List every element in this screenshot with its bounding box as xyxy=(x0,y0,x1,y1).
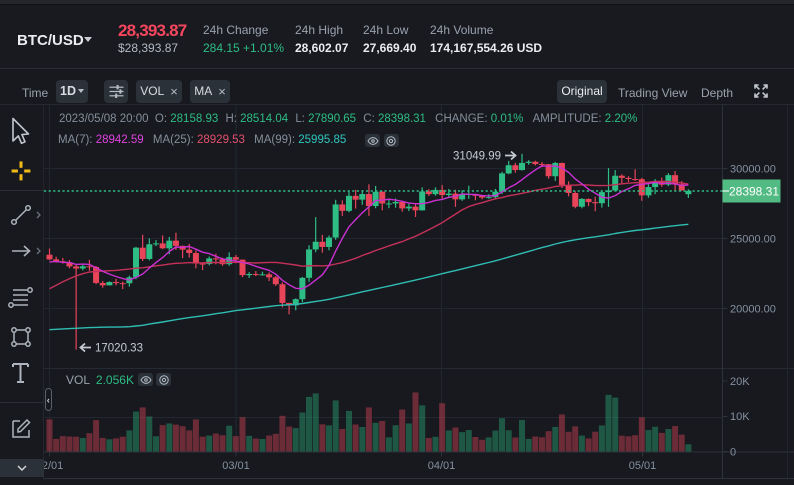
svg-text:30000.00: 30000.00 xyxy=(730,164,776,176)
svg-text:17020.33: 17020.33 xyxy=(95,343,143,355)
svg-text:28398.31: 28398.31 xyxy=(729,185,779,199)
svg-text:0: 0 xyxy=(730,447,736,459)
svg-text:05/01: 05/01 xyxy=(629,460,657,472)
svg-text:10K: 10K xyxy=(730,411,750,423)
svg-text:25000.00: 25000.00 xyxy=(730,234,776,246)
svg-text:31049.99: 31049.99 xyxy=(453,151,501,163)
svg-text:20K: 20K xyxy=(730,376,750,388)
svg-text:04/01: 04/01 xyxy=(428,460,456,472)
svg-text:20000.00: 20000.00 xyxy=(730,304,776,316)
svg-text:03/01: 03/01 xyxy=(222,460,250,472)
